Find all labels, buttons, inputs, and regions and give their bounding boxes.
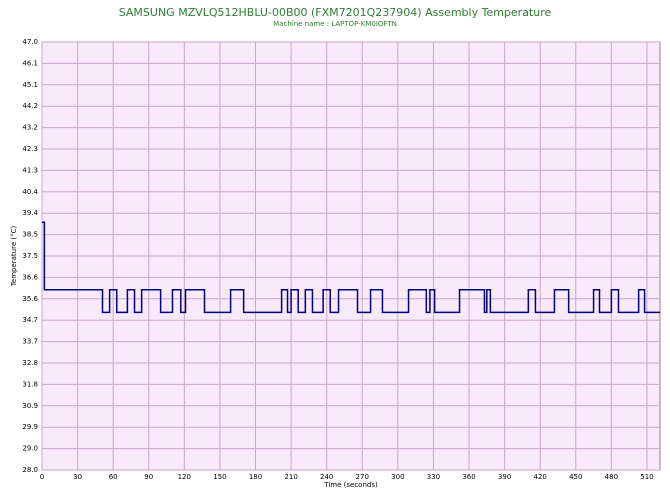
- y-tick-label: 46.1: [22, 59, 38, 67]
- y-tick-label: 29.0: [22, 445, 38, 453]
- x-tick-label: 450: [569, 473, 582, 481]
- x-tick-label: 390: [498, 473, 511, 481]
- x-tick-label: 120: [178, 473, 191, 481]
- x-tick-label: 150: [213, 473, 226, 481]
- y-tick-label: 38.5: [22, 231, 38, 239]
- data-line: [42, 221, 660, 314]
- x-tick-label: 510: [640, 473, 653, 481]
- x-axis-label: Time (seconds): [323, 481, 378, 489]
- y-tick-label: 41.3: [22, 166, 38, 174]
- y-axis-label: Temperature (°C): [10, 226, 18, 288]
- x-tick-label: 360: [462, 473, 475, 481]
- x-tick-label: 300: [391, 473, 404, 481]
- x-tick-label: 60: [109, 473, 118, 481]
- y-tick-label: 30.9: [22, 402, 38, 410]
- chart-title: SAMSUNG MZVLQ512HBLU-00B00 (FXM7201Q2379…: [119, 6, 552, 19]
- y-tick-label: 37.5: [22, 252, 38, 260]
- x-tick-label: 210: [284, 473, 297, 481]
- y-tick-label: 47.0: [22, 38, 38, 46]
- y-tick-label: 45.1: [22, 81, 38, 89]
- y-tick-label: 33.7: [22, 338, 38, 346]
- y-tick-label: 39.4: [22, 209, 38, 217]
- x-tick-label: 240: [320, 473, 333, 481]
- y-tick-label: 32.8: [22, 359, 38, 367]
- y-tick-label: 35.6: [22, 295, 38, 303]
- y-tick-label: 43.2: [22, 124, 38, 132]
- y-tick-label: 31.8: [22, 380, 38, 388]
- x-tick-label: 420: [534, 473, 547, 481]
- y-tick-label: 28.0: [22, 466, 38, 474]
- y-tick-label: 42.3: [22, 145, 38, 153]
- x-tick-label: 30: [73, 473, 82, 481]
- y-tick-label: 44.2: [22, 102, 38, 110]
- chart-subtitle: Machine name : LAPTOP-KM0IOFTN: [273, 20, 397, 28]
- x-tick-label: 0: [40, 473, 44, 481]
- y-tick-label: 40.4: [22, 188, 38, 196]
- y-tick-label: 36.6: [22, 273, 38, 281]
- x-tick-label: 480: [605, 473, 618, 481]
- y-tick-label: 29.9: [22, 423, 38, 431]
- x-tick-label: 270: [356, 473, 369, 481]
- x-tick-label: 180: [249, 473, 262, 481]
- x-tick-label: 330: [427, 473, 440, 481]
- x-tick-label: 90: [144, 473, 153, 481]
- y-tick-label: 34.7: [22, 316, 38, 324]
